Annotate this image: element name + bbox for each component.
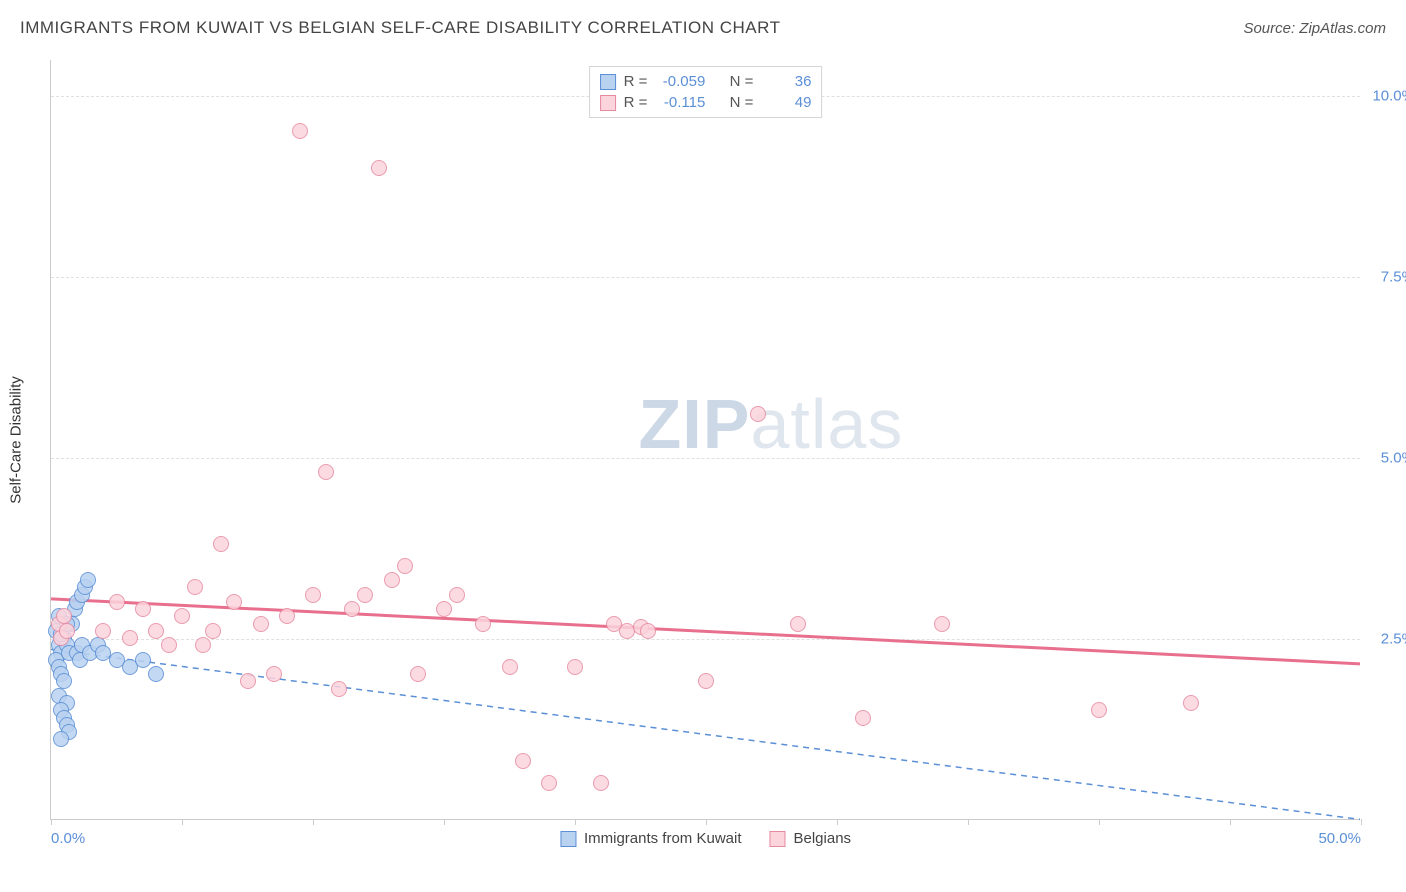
- n-label: N =: [730, 71, 754, 92]
- n-label: N =: [730, 92, 754, 113]
- stats-row-belgians: R = -0.115 N = 49: [600, 92, 812, 113]
- legend-item-belgians: Belgians: [770, 830, 852, 847]
- legend-item-kuwait: Immigrants from Kuwait: [560, 830, 742, 847]
- swatch-kuwait: [600, 74, 616, 90]
- legend-label-kuwait: Immigrants from Kuwait: [584, 830, 742, 847]
- x-tick-mark: [1230, 819, 1231, 825]
- y-tick-label: 2.5%: [1365, 631, 1406, 648]
- y-tick-label: 10.0%: [1365, 88, 1406, 105]
- y-axis-title: Self-Care Disability: [8, 376, 25, 504]
- swatch-belgians: [600, 95, 616, 111]
- n-value-kuwait: 36: [761, 71, 811, 92]
- plot-area: ZIPatlas Self-Care Disability 2.5%5.0%7.…: [50, 60, 1360, 820]
- x-tick-mark: [1361, 819, 1362, 825]
- x-tick-mark: [444, 819, 445, 825]
- x-tick-mark: [1099, 819, 1100, 825]
- stats-legend: R = -0.059 N = 36 R = -0.115 N = 49: [589, 66, 823, 118]
- r-label: R =: [624, 71, 648, 92]
- source-attribution: Source: ZipAtlas.com: [1243, 20, 1386, 37]
- x-tick-label: 50.0%: [1318, 830, 1361, 847]
- x-tick-mark: [182, 819, 183, 825]
- swatch-belgians: [770, 831, 786, 847]
- y-tick-label: 7.5%: [1365, 269, 1406, 286]
- stats-row-kuwait: R = -0.059 N = 36: [600, 71, 812, 92]
- x-tick-mark: [968, 819, 969, 825]
- x-tick-mark: [51, 819, 52, 825]
- legend-label-belgians: Belgians: [794, 830, 852, 847]
- x-tick-label: 0.0%: [51, 830, 85, 847]
- x-tick-mark: [575, 819, 576, 825]
- r-value-kuwait: -0.059: [655, 71, 705, 92]
- chart-title: IMMIGRANTS FROM KUWAIT VS BELGIAN SELF-C…: [20, 18, 781, 38]
- x-tick-mark: [837, 819, 838, 825]
- r-value-belgians: -0.115: [655, 92, 705, 113]
- y-tick-label: 5.0%: [1365, 450, 1406, 467]
- x-tick-mark: [706, 819, 707, 825]
- x-tick-mark: [313, 819, 314, 825]
- n-value-belgians: 49: [761, 92, 811, 113]
- series-legend: Immigrants from Kuwait Belgians: [560, 830, 851, 847]
- r-label: R =: [624, 92, 648, 113]
- swatch-kuwait: [560, 831, 576, 847]
